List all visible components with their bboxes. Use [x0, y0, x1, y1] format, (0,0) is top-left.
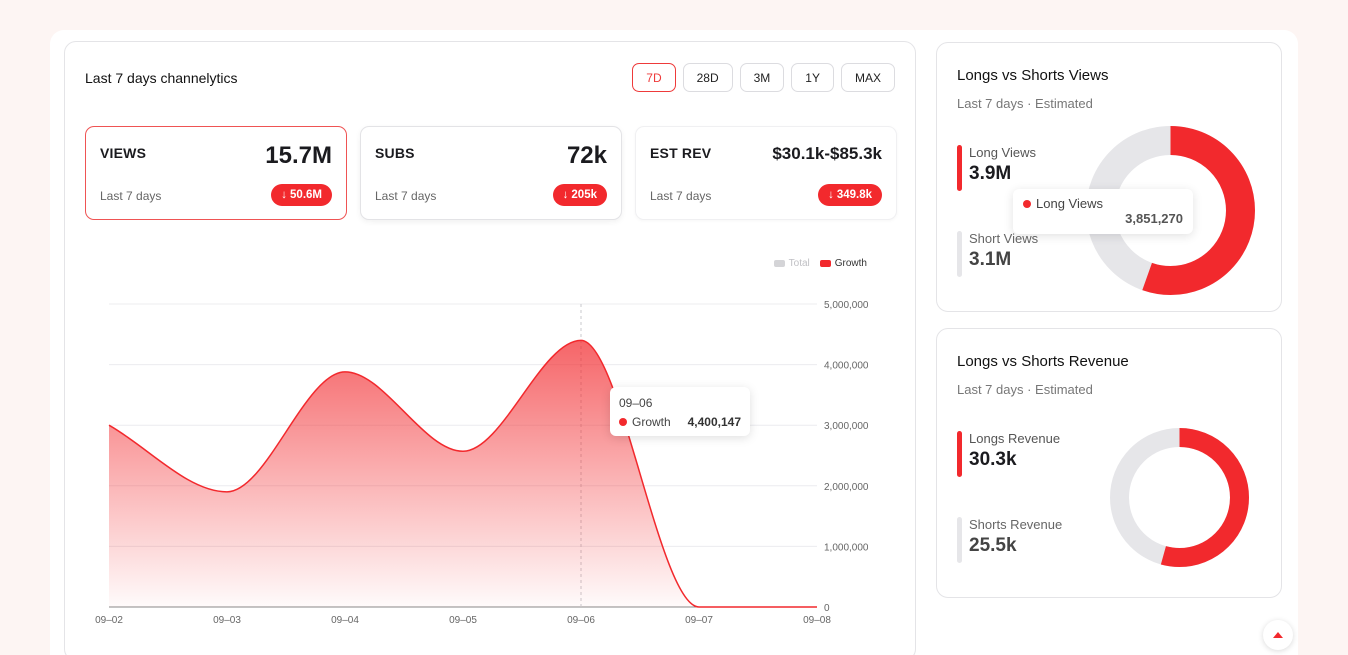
arrow-down-icon: ↓ [828, 189, 834, 201]
revenue-stat-card[interactable]: EST REV $30.1k-$85.3k Last 7 days ↓ 349.… [635, 126, 897, 220]
views-value: 15.7M [265, 142, 332, 169]
growth-area-chart[interactable]: 5,000,000 4,000,000 3,000,000 2,000,000 1,00… [65, 42, 915, 642]
tooltip-series-name: Growth [632, 415, 671, 429]
x-tick-label: 09–02 [95, 615, 123, 626]
subs-label: SUBS [375, 145, 415, 161]
views-split-card: Longs vs Shorts Views Last 7 days · Esti… [936, 42, 1282, 312]
long-revenue-marker [957, 431, 962, 477]
short-revenue-metric: Shorts Revenue 25.5k [957, 517, 1063, 563]
long-revenue-metric: Longs Revenue 30.3k [957, 431, 1061, 477]
arrow-down-icon: ↓ [281, 189, 288, 201]
legend-total-label: Total [788, 258, 810, 269]
views-donut-tooltip: Long Views 3,851,270 [1013, 189, 1193, 234]
long-revenue-value: 30.3k [969, 449, 1017, 470]
revenue-split-title: Longs vs Shorts Revenue [957, 353, 1129, 370]
donut-longs-revenue-arc [1110, 428, 1249, 567]
range-1y-button[interactable]: 1Y [791, 63, 834, 92]
short-views-marker [957, 231, 962, 277]
channel-analytics-panel: Last 7 days channelytics 7D 28D 3M 1Y MA… [64, 41, 916, 655]
subs-stat-card[interactable]: SUBS 72k Last 7 days ↓ 205k [360, 126, 622, 220]
scroll-to-top-button[interactable] [1263, 620, 1293, 650]
growth-area [109, 340, 817, 607]
views-tooltip-dot [1023, 199, 1031, 208]
range-7d-button[interactable]: 7D [632, 63, 676, 92]
legend-total-swatch [773, 260, 785, 267]
long-views-label: Long Views [969, 145, 1036, 160]
x-tick-label: 09–08 [803, 615, 831, 626]
y-tick-label: 4,000,000 [824, 361, 869, 372]
views-change-badge: ↓ 50.6M [271, 184, 332, 206]
views-stat-card[interactable]: VIEWS 15.7M Last 7 days ↓ 50.6M [85, 126, 347, 220]
tooltip-value: 4,400,147 [687, 415, 741, 429]
chart-legend: Total Growth [773, 258, 867, 269]
views-tooltip-value: 3,851,270 [1125, 211, 1183, 226]
short-views-metric: Short Views 3.1M [957, 231, 1039, 277]
revenue-split-subtitle: Last 7 days · Estimated [957, 382, 1093, 397]
subs-change-value: 205k [571, 189, 597, 201]
page-title: Last 7 days channelytics [85, 70, 238, 86]
range-max-button[interactable]: MAX [840, 63, 895, 92]
views-tooltip-label: Long Views [1036, 196, 1103, 211]
views-period: Last 7 days [100, 189, 162, 203]
short-revenue-value: 25.5k [969, 535, 1017, 556]
views-split-subtitle: Last 7 days · Estimated [957, 96, 1093, 111]
revenue-value: $30.1k-$85.3k [772, 144, 882, 163]
x-tick-label: 09–05 [449, 615, 477, 626]
subs-change-badge: ↓ 205k [552, 184, 607, 206]
tooltip-date: 09–06 [619, 396, 653, 410]
legend-growth[interactable]: Growth [819, 258, 867, 269]
x-tick-label: 09–03 [213, 615, 241, 626]
caret-up-icon [1273, 632, 1283, 638]
range-3m-button[interactable]: 3M [739, 63, 785, 92]
revenue-donut-chart[interactable] [1107, 425, 1252, 570]
y-tick-label: 5,000,000 [824, 300, 869, 311]
legend-growth-label: Growth [834, 258, 867, 269]
subs-period: Last 7 days [375, 189, 437, 203]
x-tick-label: 09–06 [567, 615, 595, 626]
x-tick-label: 09–07 [685, 615, 713, 626]
long-views-metric: Long Views 3.9M [957, 145, 1036, 191]
subs-value: 72k [566, 142, 607, 169]
tooltip-series-dot [619, 418, 627, 426]
views-tooltip-label-row: Long Views [1023, 196, 1103, 211]
y-tick-label: 1,000,000 [824, 542, 869, 553]
views-change-value: 50.6M [290, 189, 322, 201]
donut-long-views-arc [1086, 126, 1255, 295]
legend-growth-swatch [819, 260, 831, 267]
legend-total[interactable]: Total [773, 258, 810, 269]
revenue-period: Last 7 days [650, 189, 712, 203]
chart-tooltip: 09–06 Growth 4,400,147 [610, 387, 750, 436]
range-28d-button[interactable]: 28D [682, 63, 733, 92]
long-views-marker [957, 145, 962, 191]
short-revenue-marker [957, 517, 962, 563]
x-tick-label: 09–04 [331, 615, 359, 626]
arrow-down-icon: ↓ [562, 189, 569, 201]
long-views-value: 3.9M [969, 163, 1012, 184]
short-views-value: 3.1M [969, 249, 1012, 270]
long-revenue-label: Longs Revenue [969, 431, 1061, 446]
short-revenue-label: Shorts Revenue [969, 517, 1063, 532]
range-selector: 7D 28D 3M 1Y MAX [632, 63, 895, 92]
revenue-change-value: 349.8k [836, 189, 872, 201]
revenue-label: EST REV [650, 145, 712, 161]
revenue-change-badge: ↓ 349.8k [818, 184, 882, 206]
y-tick-label: 0 [824, 603, 830, 614]
short-views-label: Short Views [969, 231, 1039, 246]
growth-line [108, 339, 817, 608]
views-label: VIEWS [100, 145, 147, 161]
y-tick-label: 3,000,000 [824, 421, 869, 432]
y-tick-label: 2,000,000 [824, 482, 869, 493]
views-split-title: Longs vs Shorts Views [957, 67, 1109, 84]
revenue-split-card: Longs vs Shorts Revenue Last 7 days · Es… [936, 328, 1282, 598]
tooltip-row: Growth 4,400,147 [619, 415, 741, 429]
